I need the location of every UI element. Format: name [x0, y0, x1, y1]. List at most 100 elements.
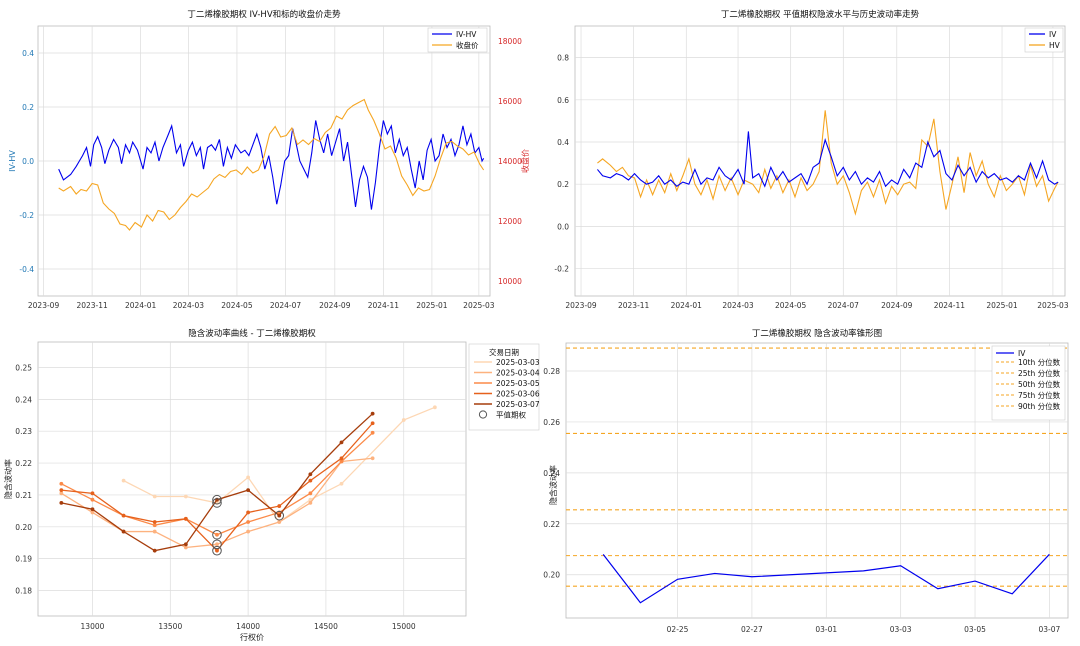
p3-series-point — [90, 507, 95, 512]
p2-y-ticks: -0.2 0.0 0.2 0.4 0.6 0.8 — [554, 54, 569, 274]
p3-legend-entry: 2025-03-06 — [496, 390, 540, 399]
p3-legend-atm-swatch — [478, 410, 488, 419]
p3-series-point — [90, 497, 95, 502]
p3-series-point — [277, 504, 282, 508]
p1-xtick-label: 2023-09 — [28, 301, 60, 310]
p1-xtick-label: 2024-09 — [319, 301, 351, 310]
p3-series-point — [277, 513, 282, 518]
p1-ytick-label: 0.4 — [22, 49, 34, 58]
p3-y-axis-label: 隐含波动率 — [3, 459, 13, 499]
p2-title: 丁二烯橡胶期权 平值期权隐波水平与历史波动率走势 — [721, 9, 920, 20]
p2-xtick-label: 2024-05 — [775, 301, 807, 310]
p2-hv-series-line — [597, 110, 1059, 216]
p4-xtick-label: 02-25 — [667, 625, 689, 634]
p3-series-point — [183, 542, 188, 547]
p3-series-line — [123, 406, 436, 523]
p2-xtick-label: 2023-11 — [618, 301, 650, 310]
p3-series-point — [370, 411, 375, 416]
p2-ytick-label: 0.4 — [557, 138, 569, 147]
p2-legend-box — [1024, 27, 1064, 53]
p3-xtick-label: 15000 — [392, 622, 416, 631]
p4-xtick-label: 03-01 — [815, 625, 837, 634]
panel-iv-hv-close: 丁二烯橡胶期权 IV-HV和标的收盘价走势 -0.4-0.20.00.20.4 … — [8, 9, 530, 310]
p2-xtick-label: 2025-01 — [986, 301, 1018, 310]
p4-xtick-label: 03-05 — [964, 625, 986, 634]
p3-series-point — [370, 421, 375, 426]
p3-series-point — [59, 491, 64, 496]
p4-frame — [565, 342, 1069, 619]
p2-xtick-label: 2024-01 — [671, 301, 703, 310]
p2-ytick-label: 0.2 — [557, 180, 569, 189]
panel-iv-cone: 丁二烯橡胶期权 隐含波动率锥形图 0.20 0.22 0.24 0.26 0.28 02… — [543, 328, 1069, 634]
p2-legend-iv: IV — [1049, 30, 1057, 39]
p3-series-point — [308, 478, 313, 483]
p2-ytick-label: 0.0 — [557, 222, 569, 231]
p3-series-point — [59, 500, 64, 505]
p3-series-point — [121, 529, 126, 534]
p3-series-point — [183, 545, 188, 550]
p4-ytick-label: 0.28 — [543, 367, 560, 376]
p2-ytick-label: -0.2 — [554, 265, 569, 274]
p3-atm-marker — [212, 545, 222, 556]
p1-right-axis-label: 收盘价 — [520, 149, 530, 173]
p2-xtick-label: 2024-07 — [828, 301, 860, 310]
p3-title: 隐含波动率曲线 - 丁二烯橡胶期权 — [188, 328, 316, 339]
p4-x-ticks: 02-25 02-27 03-01 03-03 03-05 03-07 — [667, 625, 1061, 634]
p4-ytick-label: 0.22 — [543, 520, 560, 529]
p2-x-ticks: 2023-09 2023-11 2024-01 2024-03 2024-05 2024-… — [565, 301, 1068, 310]
p3-series-point — [215, 532, 219, 537]
p3-series-point — [90, 510, 95, 515]
p1-legend-close: 收盘价 — [456, 40, 479, 50]
p2-iv-series-line — [597, 131, 1059, 188]
p3-x-axis-label: 行权价 — [240, 632, 264, 642]
p3-series-point — [401, 418, 406, 422]
p3-ytick-label: 0.20 — [15, 523, 32, 532]
p1-close-polyline — [58, 98, 485, 231]
p1-y2tick-label: 14000 — [498, 157, 522, 166]
p1-xtick-label: 2024-05 — [221, 301, 253, 310]
p3-series-point — [152, 494, 157, 499]
p4-legend-pct: 50th 分位数 — [1018, 379, 1061, 389]
p4-legend-iv: IV — [1018, 349, 1026, 358]
p3-series-point — [246, 488, 251, 493]
p2-legend: IV HV — [1024, 27, 1064, 53]
p1-xtick-label: 2023-11 — [76, 301, 108, 310]
p1-ytick-label: -0.2 — [19, 211, 34, 220]
p3-xtick-label: 13000 — [81, 622, 105, 631]
p2-iv-polyline — [597, 131, 1059, 188]
panel-atm-iv-hv: 丁二烯橡胶期权 平值期权隐波水平与历史波动率走势 -0.2 0.0 0.2 0.4 0.… — [554, 9, 1068, 310]
p4-legend-pct: 25th 分位数 — [1018, 368, 1061, 378]
p3-ytick-label: 0.24 — [15, 395, 32, 404]
p3-series-point — [339, 481, 344, 486]
p1-xtick-label: 2025-01 — [416, 301, 448, 310]
p3-series-point — [152, 548, 157, 553]
p1-ytick-label: -0.4 — [19, 265, 34, 274]
p3-legend-entry: 2025-03-04 — [496, 369, 540, 378]
p3-series-point — [152, 523, 157, 528]
p2-legend-hv: HV — [1049, 41, 1061, 50]
p3-series-point — [277, 520, 282, 524]
p4-xtick-label: 03-03 — [890, 625, 912, 634]
p4-xtick-label: 03-07 — [1039, 625, 1061, 634]
p4-ytick-label: 0.26 — [543, 418, 560, 427]
p1-x-ticks: 2023-09 2023-11 2024-01 2024-03 2024-05 2024-… — [28, 301, 495, 310]
p1-y2tick-label: 10000 — [498, 277, 522, 286]
p3-series-point — [246, 510, 251, 515]
p3-frame — [37, 341, 467, 617]
p3-series-point — [215, 548, 219, 553]
p3-series-point — [339, 456, 344, 461]
p1-xtick-label: 2024-01 — [125, 301, 157, 310]
p3-series-point — [246, 520, 251, 524]
p3-legend-title: 交易日期 — [489, 347, 519, 357]
p3-series-point — [339, 459, 344, 464]
p3-ytick-label: 0.25 — [15, 363, 32, 372]
p3-legend-entry: 2025-03-05 — [496, 379, 540, 388]
p1-y2tick-label: 18000 — [498, 37, 522, 46]
p4-title: 丁二烯橡胶期权 隐含波动率锥形图 — [752, 328, 882, 339]
p1-y2tick-label: 12000 — [498, 217, 522, 226]
p3-ytick-label: 0.18 — [15, 587, 32, 596]
p3-atm-marker — [212, 494, 222, 505]
p3-x-ticks: 13000 13500 14000 14500 15000 — [81, 622, 416, 631]
